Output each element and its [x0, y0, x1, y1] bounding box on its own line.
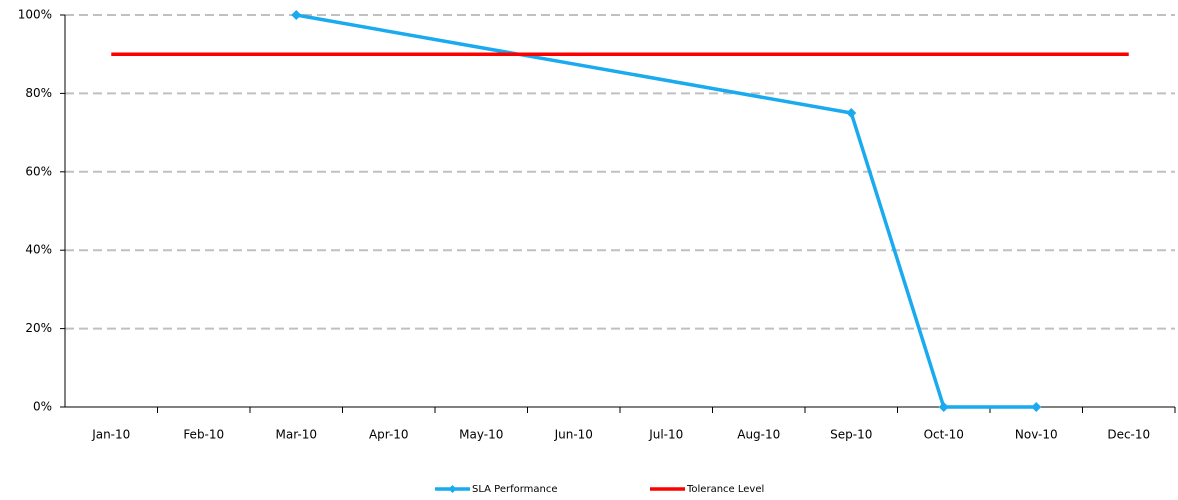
- x-tick-label: Jun-10: [554, 428, 593, 442]
- data-point: [1031, 402, 1042, 412]
- legend-marker: [448, 485, 457, 493]
- data-point: [291, 10, 302, 20]
- x-tick-label: Oct-10: [924, 428, 964, 442]
- x-tick-label: Feb-10: [183, 428, 224, 442]
- legend-label: Tolerance Level: [686, 484, 764, 495]
- y-tick-label: 100%: [18, 8, 52, 22]
- x-tick-label: Mar-10: [276, 428, 317, 442]
- y-tick-label: 40%: [25, 243, 52, 257]
- x-tick-label: Sep-10: [830, 428, 872, 442]
- x-tick-label: Aug-10: [737, 428, 780, 442]
- data-point: [938, 402, 949, 412]
- x-tick-label: Nov-10: [1015, 428, 1058, 442]
- x-tick-label: Apr-10: [369, 428, 409, 442]
- y-tick-label: 60%: [25, 164, 52, 178]
- legend-label: SLA Performance: [472, 484, 558, 495]
- y-tick-label: 80%: [25, 86, 52, 100]
- y-tick-label: 0%: [33, 400, 52, 414]
- x-tick-label: Dec-10: [1107, 428, 1150, 442]
- x-tick-label: Jul-10: [648, 428, 683, 442]
- data-point: [846, 108, 857, 118]
- x-tick-label: Jan-10: [91, 428, 130, 442]
- y-tick-label: 20%: [25, 321, 52, 335]
- series-line: [295, 13, 1037, 409]
- x-tick-label: May-10: [459, 428, 503, 442]
